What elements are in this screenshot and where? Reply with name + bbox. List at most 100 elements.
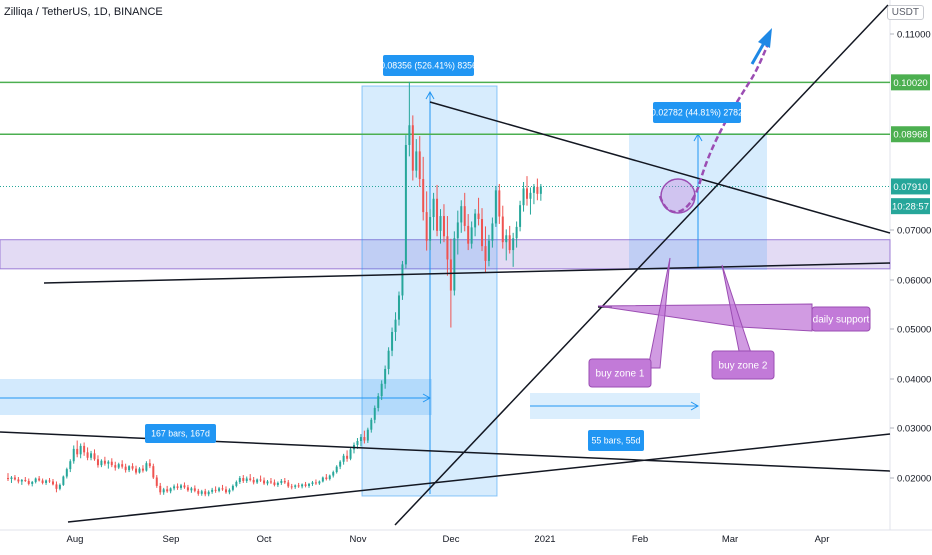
candle-body	[422, 179, 425, 213]
candle-body	[539, 186, 542, 194]
candle-body	[446, 236, 449, 260]
projection-arrowhead	[758, 28, 772, 48]
measure-label: 0.02782 (44.81%) 2782	[651, 108, 743, 118]
candle-body	[474, 213, 477, 228]
candle-body	[69, 461, 72, 470]
y-tick-label: 0.03000	[897, 424, 931, 435]
candle-body	[487, 240, 490, 261]
candle-body	[501, 216, 504, 243]
candle-body	[228, 489, 231, 493]
candle-body	[141, 468, 144, 471]
candle-body	[328, 475, 331, 479]
candle-body	[169, 488, 172, 492]
candle-body	[432, 198, 435, 218]
candle-body	[370, 419, 373, 430]
candle-body	[72, 448, 75, 462]
x-tick-label: Aug	[67, 534, 84, 545]
candle-body	[20, 479, 23, 482]
candle-body	[380, 383, 383, 397]
candle-body	[481, 219, 484, 247]
y-tick-label: 0.05000	[897, 325, 931, 336]
candle-body	[193, 488, 196, 491]
chart-title: Zilliqa / TetherUS, 1D, BINANCE	[4, 6, 163, 18]
candle-body	[526, 188, 528, 199]
candle-body	[186, 487, 189, 491]
candle-body	[83, 445, 86, 453]
measure-label: 167 bars, 167d	[151, 429, 210, 439]
candle-body	[7, 478, 9, 479]
candle-body	[252, 479, 255, 483]
price-axis-label-box	[891, 178, 930, 195]
trendline	[43, 262, 891, 284]
candle-body	[79, 445, 82, 455]
callout-box	[588, 358, 652, 388]
candle-body	[259, 479, 262, 481]
candle-body	[124, 466, 127, 471]
candle-body	[86, 452, 89, 458]
candle-body	[449, 259, 452, 291]
candle-body	[27, 480, 30, 484]
y-tick-label: 0.07000	[897, 226, 931, 237]
candle-body	[204, 491, 207, 495]
candle-body	[418, 151, 421, 180]
candle-body	[176, 486, 179, 488]
candle-body	[512, 238, 515, 251]
candle-body	[477, 213, 480, 219]
price-axis-label: 0.07910	[893, 182, 927, 193]
candle-body	[197, 490, 200, 494]
x-tick-label: Nov	[350, 534, 367, 545]
candle-body	[45, 480, 48, 483]
candle-body	[76, 448, 79, 455]
candle-body	[484, 246, 487, 261]
candle-body	[387, 350, 390, 369]
candle-body	[24, 479, 27, 481]
candle-body	[491, 223, 494, 241]
price-axis-label-box	[891, 126, 930, 143]
currency-button[interactable]: USDT	[886, 5, 924, 20]
trendline	[429, 101, 891, 234]
candle-body	[463, 206, 466, 226]
measure-arrowhead	[425, 90, 435, 100]
candle-body	[238, 478, 241, 482]
candle-body	[456, 222, 459, 239]
candle-body	[318, 481, 321, 484]
candle-body	[107, 461, 110, 464]
candle-body	[529, 192, 532, 199]
measure-label: 0.08356 (526.41%) 8356	[380, 61, 477, 71]
candle-body	[287, 482, 290, 487]
candle-body	[128, 466, 131, 471]
candle-body	[283, 480, 286, 483]
candle-body	[148, 463, 151, 467]
candle-body	[180, 485, 182, 488]
candle-body	[498, 190, 501, 217]
candle-body	[58, 484, 61, 489]
candle-body	[166, 489, 169, 492]
callout-box	[811, 306, 871, 332]
candle-body	[90, 453, 93, 458]
candle-body	[131, 466, 134, 469]
measure-arrowhead	[422, 393, 432, 403]
y-tick-label: 0.04000	[897, 375, 931, 386]
price-axis-label: 0.08968	[893, 130, 927, 141]
candle-body	[155, 477, 158, 486]
candle-body	[245, 478, 248, 481]
candle-body	[311, 482, 314, 484]
price-axis-label-box	[891, 198, 930, 215]
x-tick-label: Oct	[257, 534, 272, 545]
y-tick-label: 0.06000	[897, 276, 931, 287]
candle-body	[231, 485, 234, 490]
candle-body	[384, 368, 387, 384]
candle-body	[13, 477, 16, 480]
candle-body	[349, 449, 352, 459]
measure-label-box	[588, 430, 644, 451]
candle-body	[415, 151, 418, 171]
x-tick-label: Apr	[815, 534, 830, 545]
candle-body	[308, 483, 311, 486]
candle-body	[280, 480, 283, 483]
candle-body	[505, 235, 508, 243]
candle-body	[117, 464, 120, 468]
candle-body	[263, 480, 266, 484]
candle-body	[114, 465, 117, 468]
